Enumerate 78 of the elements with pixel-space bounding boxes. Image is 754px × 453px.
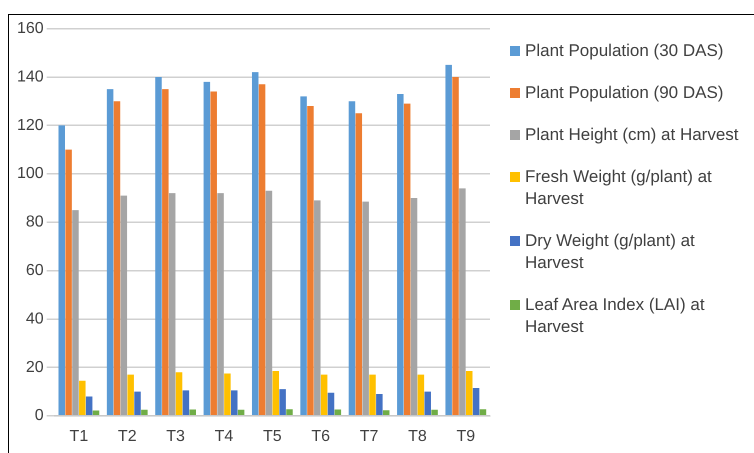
bar (480, 409, 486, 416)
x-tick-label: T3 (166, 428, 186, 445)
bar (65, 150, 72, 416)
bar (231, 390, 238, 416)
bar (266, 190, 272, 416)
x-tick-label: T2 (118, 428, 137, 445)
bar (79, 380, 86, 416)
bar (382, 410, 390, 416)
bar (86, 396, 92, 416)
bar (300, 96, 307, 416)
bar (155, 77, 162, 416)
y-tick-label: 100 (16, 165, 44, 182)
legend-label: Leaf Area Index (LAI) at Harvest (525, 294, 706, 338)
y-tick-label: 40 (26, 310, 44, 328)
y-tick-label: 20 (26, 358, 44, 376)
legend-label: Dry Weight (g/plant) at Harvest (525, 230, 696, 274)
bar (418, 374, 424, 416)
bar (141, 410, 148, 416)
bar (72, 210, 79, 416)
legend-label: Plant Population (90 DAS) (525, 82, 724, 104)
bar (356, 113, 362, 416)
bar (258, 84, 266, 416)
bar (348, 101, 356, 416)
y-tick-label: 140 (16, 68, 44, 86)
y-tick-label: 80 (26, 214, 44, 231)
bar (431, 410, 438, 416)
legend-label: Plant Height (cm) at Harvest (525, 124, 739, 146)
bar (369, 374, 376, 416)
bar (410, 198, 418, 416)
bar (424, 392, 431, 416)
bar (286, 409, 293, 416)
bar (397, 94, 404, 416)
legend-label: Fresh Weight (g/plant) at Harvest (525, 166, 713, 210)
bar (252, 72, 258, 416)
bar (204, 82, 210, 416)
y-tick-label: 120 (16, 116, 44, 134)
bar (466, 371, 472, 416)
bar (92, 410, 100, 416)
bar (334, 410, 342, 416)
bar (362, 202, 369, 416)
bar (176, 372, 182, 416)
bar (452, 77, 459, 416)
bar (238, 410, 244, 416)
bar (217, 193, 224, 416)
bar (58, 125, 66, 416)
x-tick-label: T1 (70, 428, 88, 445)
bar (445, 64, 452, 416)
x-tick-label: T7 (360, 428, 379, 445)
bar (320, 374, 328, 416)
y-tick-label: 60 (26, 262, 44, 280)
bar (459, 188, 466, 416)
bar (472, 388, 480, 416)
bar (376, 394, 383, 416)
y-tick-label: 160 (16, 20, 44, 38)
x-tick-label: T5 (263, 428, 282, 445)
bar (114, 101, 120, 416)
x-tick-label: T9 (456, 428, 476, 445)
bar (404, 104, 410, 416)
bar (182, 390, 190, 416)
bar (224, 373, 231, 416)
bar (272, 371, 280, 416)
bar (134, 392, 141, 416)
y-tick-label: 0 (34, 407, 44, 424)
x-tick-label: T4 (214, 428, 234, 445)
bar (279, 389, 286, 416)
bar (314, 200, 321, 416)
bar (120, 196, 128, 416)
bar (127, 374, 134, 416)
legend-label: Plant Population (30 DAS) (525, 40, 724, 62)
bar (106, 89, 114, 416)
x-tick-label: T6 (311, 428, 330, 445)
bar (168, 193, 176, 416)
bar (328, 392, 334, 416)
bar (307, 106, 314, 416)
bar (162, 89, 169, 416)
bar (189, 410, 196, 416)
x-tick-label: T8 (408, 428, 427, 445)
bar (210, 92, 217, 416)
